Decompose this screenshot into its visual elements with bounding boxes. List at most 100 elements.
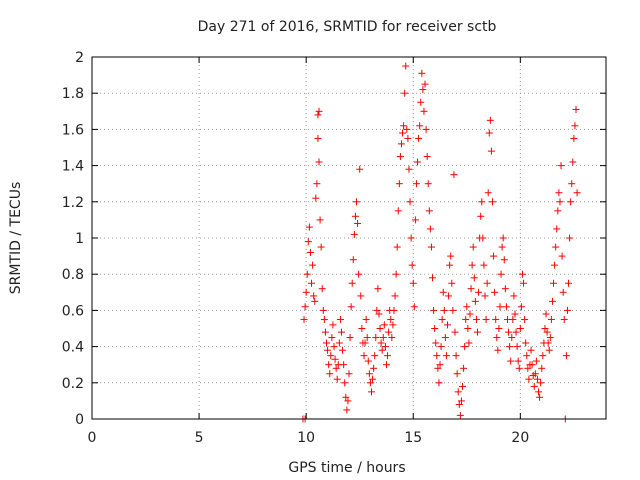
data-point — [546, 334, 554, 342]
data-point — [350, 230, 358, 238]
data-point — [480, 261, 488, 269]
data-point — [508, 334, 516, 342]
data-point — [346, 334, 354, 342]
data-point — [479, 234, 487, 242]
data-point — [397, 140, 405, 148]
data-point — [455, 401, 463, 409]
data-point — [545, 346, 553, 354]
data-point — [345, 370, 353, 378]
data-point — [385, 328, 393, 336]
x-tick-label: 10 — [297, 430, 315, 446]
data-point — [365, 370, 373, 378]
data-point — [370, 364, 378, 372]
data-point — [459, 382, 467, 390]
data-point — [425, 207, 433, 215]
data-point — [453, 370, 461, 378]
data-point — [405, 165, 413, 173]
data-point — [392, 270, 400, 278]
data-point — [507, 357, 515, 365]
data-points — [299, 62, 581, 423]
data-point — [505, 328, 513, 336]
data-point — [533, 375, 541, 383]
data-point — [419, 86, 427, 94]
data-point — [467, 285, 475, 293]
data-point — [532, 357, 540, 365]
data-point — [411, 216, 419, 224]
data-point — [330, 343, 338, 351]
data-point — [550, 279, 558, 287]
data-point — [357, 292, 365, 300]
data-point — [348, 279, 356, 287]
y-tick-label: 0.8 — [62, 267, 84, 283]
data-point — [363, 334, 371, 342]
data-point — [356, 165, 364, 173]
data-point — [319, 306, 327, 314]
data-point — [314, 134, 322, 142]
data-point — [485, 129, 493, 137]
data-point — [541, 325, 549, 332]
data-point — [470, 274, 478, 282]
data-point — [412, 180, 420, 188]
data-point — [361, 339, 369, 347]
y-tick-label: 1.8 — [62, 86, 84, 102]
data-point — [566, 234, 574, 242]
data-point — [521, 315, 529, 323]
data-point — [450, 171, 458, 179]
data-point — [305, 223, 313, 231]
data-point — [351, 212, 359, 220]
x-axis-label: GPS time / hours — [288, 460, 405, 476]
x-tick-label: 5 — [195, 430, 204, 446]
data-point — [380, 321, 388, 329]
data-point — [506, 343, 514, 351]
data-point — [427, 243, 435, 251]
data-point — [340, 361, 348, 369]
data-point — [416, 122, 424, 130]
data-point — [306, 248, 314, 256]
data-point — [325, 361, 333, 369]
data-point — [347, 303, 355, 311]
data-point — [558, 252, 566, 260]
data-point — [494, 346, 502, 354]
data-point — [547, 315, 555, 323]
data-point — [418, 69, 426, 77]
data-point — [417, 98, 425, 106]
data-point — [468, 261, 476, 269]
data-point — [512, 328, 520, 336]
data-point — [556, 198, 564, 206]
data-point — [404, 134, 412, 142]
data-point — [362, 315, 370, 323]
data-point — [406, 198, 414, 206]
data-point — [327, 352, 335, 360]
data-point — [522, 339, 530, 347]
data-point — [311, 297, 319, 305]
data-point — [414, 158, 422, 166]
data-point — [323, 339, 331, 347]
data-point — [366, 379, 374, 387]
data-point — [560, 315, 568, 323]
y-tick-label: 0.6 — [62, 303, 84, 319]
data-point — [317, 243, 325, 251]
data-point — [557, 162, 565, 170]
data-point — [300, 315, 308, 323]
data-point — [308, 279, 316, 287]
data-point — [315, 107, 323, 115]
data-point — [408, 261, 416, 269]
y-tick-label: 0 — [75, 412, 84, 428]
data-point — [452, 352, 460, 360]
data-point — [461, 343, 469, 351]
y-tick-label: 2 — [75, 50, 84, 66]
data-point — [528, 361, 536, 369]
data-point — [457, 397, 465, 405]
data-point — [302, 288, 310, 296]
data-point — [481, 292, 489, 300]
data-point — [439, 288, 447, 296]
data-point — [572, 105, 580, 113]
data-point — [341, 379, 349, 387]
data-point — [375, 310, 383, 318]
data-point — [523, 352, 531, 360]
data-point — [555, 189, 563, 197]
data-point — [463, 303, 471, 311]
data-point — [441, 334, 449, 342]
data-point — [335, 339, 343, 347]
